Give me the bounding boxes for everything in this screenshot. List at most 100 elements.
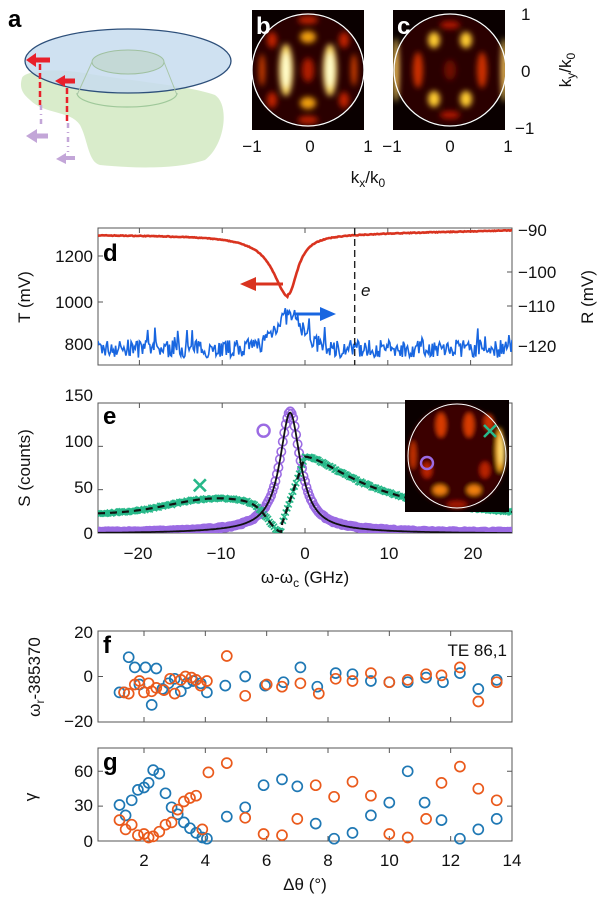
g-point-orange	[159, 818, 172, 831]
d-right-tick: −110	[518, 297, 555, 316]
g-point-blue	[220, 810, 233, 823]
g-point-orange	[132, 829, 144, 842]
e-data-circle	[301, 482, 312, 493]
pedestal	[76, 61, 178, 96]
g-point-blue	[239, 801, 252, 814]
panel-label-a: a	[8, 6, 22, 33]
f-point-orange	[138, 686, 150, 699]
g-point-blue	[309, 817, 322, 830]
d-ylabel-right: R (mV)	[578, 270, 597, 324]
f-point-orange	[435, 669, 448, 682]
f-point-orange	[158, 684, 170, 696]
g-point-orange	[196, 823, 209, 836]
c-x-tick: 1	[503, 137, 512, 156]
g-point-orange	[153, 825, 166, 838]
g-point-blue	[153, 767, 166, 780]
f-point-blue	[174, 685, 187, 698]
f-point-blue	[346, 668, 359, 681]
e-y-tick: 100	[65, 432, 93, 451]
g-point-blue	[201, 832, 213, 845]
f-point-orange	[220, 650, 233, 662]
f-point-orange	[122, 687, 135, 700]
f-point-blue	[201, 686, 213, 699]
g-point-blue	[171, 808, 184, 821]
f-tickmarks	[98, 631, 512, 722]
e-data-circle	[265, 490, 276, 501]
g-point-blue	[147, 764, 160, 776]
f-point-orange	[179, 670, 192, 683]
g-point-blue	[383, 796, 396, 809]
g-x-tick: 14	[503, 851, 522, 870]
d-left-tick: 1000	[55, 293, 93, 312]
g-point-orange	[202, 766, 215, 779]
g-point-orange	[454, 760, 466, 773]
g-x-tick: 10	[380, 851, 399, 870]
b-x-tick: 0	[305, 137, 314, 156]
g-point-blue	[346, 827, 359, 839]
e-x-tick: −20	[124, 544, 153, 563]
d-right-tick: −90	[518, 221, 547, 240]
g-point-blue	[472, 823, 485, 836]
pedestal-top	[91, 49, 165, 75]
f-point-orange	[490, 676, 503, 689]
e-xlabel: ω-ωc (GHz)	[261, 568, 349, 590]
b-x-tick: 1	[363, 137, 372, 156]
panel-g: g 60 30 0 2 4 6 8 10 12 14 Δθ (°) γ	[21, 747, 521, 894]
e-annotation-circle-marker	[256, 423, 271, 438]
e-data-cross	[280, 513, 288, 521]
g-point-orange	[420, 813, 432, 825]
g-y-tick: 0	[84, 832, 93, 851]
g-point-orange	[291, 813, 304, 825]
f-point-blue	[437, 676, 449, 689]
f-point-orange	[454, 661, 466, 674]
g-point-blue	[113, 799, 126, 811]
d-plot-frame	[97, 227, 513, 366]
g-point-blue	[142, 777, 155, 789]
e-y-tick: 0	[84, 524, 93, 543]
f-point-blue	[219, 679, 232, 692]
e-data-circle	[270, 476, 281, 487]
g-x-tick: 2	[139, 851, 148, 870]
f-point-orange	[312, 687, 325, 700]
e-data-cross	[508, 508, 512, 516]
f-point-orange	[329, 672, 342, 685]
d-arrow-R	[295, 307, 336, 321]
f-y-tick: 20	[74, 623, 93, 642]
g-point-orange	[125, 818, 138, 831]
d-right-tick: −100	[518, 263, 556, 282]
d-series-T	[98, 228, 512, 300]
f-point-blue	[472, 683, 485, 695]
f-point-blue	[139, 661, 152, 674]
g-point-orange	[309, 779, 322, 792]
e-y-tick: 150	[65, 386, 93, 405]
g-point-orange	[257, 828, 270, 840]
panel-b: b −1 0 1	[242, 10, 373, 156]
f-point-blue	[454, 667, 466, 679]
emission-arrow-2	[55, 75, 75, 164]
panel-label-f: f	[103, 632, 112, 659]
substrate-shadow	[20, 70, 224, 168]
g-point-orange	[435, 777, 448, 789]
g-y-tick: 30	[74, 796, 93, 815]
g-x-tick-labels: 2 4 6 8 10 12 14	[139, 851, 521, 870]
f-point-orange	[472, 695, 485, 708]
f-point-orange	[365, 667, 377, 679]
f-point-blue	[294, 661, 307, 674]
g-point-orange	[165, 816, 178, 829]
bc-xlabel: kx/k0	[351, 168, 386, 190]
f-point-orange	[294, 677, 307, 690]
f-mode-annotation: TE 86,1	[447, 641, 507, 660]
g-point-orange	[383, 828, 396, 840]
g-point-blue	[454, 832, 466, 845]
e-annotation-cross-stroke	[192, 478, 207, 493]
g-point-blue	[291, 780, 304, 793]
d-arrow-T	[240, 277, 283, 291]
f-point-orange	[168, 687, 181, 700]
g-point-blue	[365, 809, 377, 822]
g-x-tick: 12	[441, 851, 460, 870]
g-point-orange	[171, 803, 184, 816]
g-point-orange	[190, 789, 202, 802]
f-point-blue	[329, 667, 342, 679]
e-data-circle	[286, 408, 297, 419]
f-point-blue	[150, 662, 163, 675]
